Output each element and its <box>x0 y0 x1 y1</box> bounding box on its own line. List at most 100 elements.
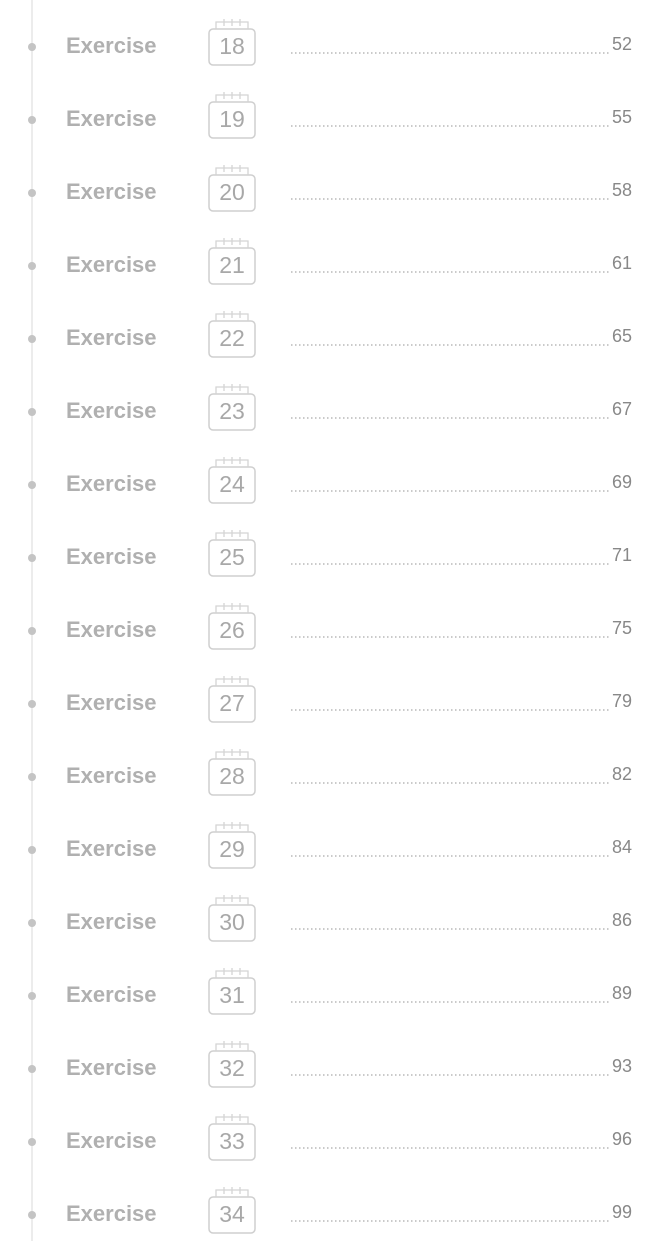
calendar-icon <box>208 831 256 869</box>
entry-number: 22 <box>219 325 245 351</box>
bullet <box>28 189 36 197</box>
toc-row: Exercise 19 55 <box>28 92 632 139</box>
bullet <box>28 846 36 854</box>
calendar-icon <box>208 1123 256 1161</box>
calendar-icon <box>208 539 256 577</box>
bullet <box>28 1211 36 1219</box>
calendar-tabs <box>215 165 249 175</box>
entry-number: 24 <box>219 471 245 497</box>
calendar-tabs <box>215 822 249 832</box>
calendar-tabs <box>215 1114 249 1124</box>
toc-row: Exercise 31 89 <box>28 968 632 1015</box>
page-number: 55 <box>612 107 632 127</box>
entry-label: Exercise <box>66 617 157 642</box>
page-number: 58 <box>612 180 632 200</box>
page-number: 84 <box>612 837 632 857</box>
entry-label: Exercise <box>66 1128 157 1153</box>
toc-row: Exercise 29 84 <box>28 822 632 869</box>
page-number: 89 <box>612 983 632 1003</box>
calendar-tabs <box>215 1041 249 1051</box>
calendar-icon <box>208 247 256 285</box>
bullet <box>28 43 36 51</box>
entry-number: 30 <box>219 909 245 935</box>
page-number: 75 <box>612 618 632 638</box>
page-number: 61 <box>612 253 632 273</box>
bullet <box>28 1065 36 1073</box>
toc-row: Exercise 26 75 <box>28 603 632 650</box>
page-number: 69 <box>612 472 632 492</box>
calendar-tabs <box>215 311 249 321</box>
toc-row: Exercise 22 65 <box>28 311 632 358</box>
page-number: 67 <box>612 399 632 419</box>
bullet <box>28 627 36 635</box>
calendar-icon <box>208 1196 256 1234</box>
calendar-tabs <box>215 1187 249 1197</box>
entry-number: 23 <box>219 398 245 424</box>
toc-row: Exercise 30 86 <box>28 895 632 942</box>
entry-label: Exercise <box>66 106 157 131</box>
toc-row: Exercise 20 58 <box>28 165 632 212</box>
calendar-icon <box>208 1050 256 1088</box>
page-number: 96 <box>612 1129 632 1149</box>
bullet <box>28 116 36 124</box>
calendar-icon <box>208 685 256 723</box>
toc-row: Exercise 21 61 <box>28 238 632 285</box>
bullet <box>28 700 36 708</box>
bullet <box>28 919 36 927</box>
entry-label: Exercise <box>66 325 157 350</box>
page-number: 93 <box>612 1056 632 1076</box>
calendar-tabs <box>215 530 249 540</box>
calendar-icon <box>208 174 256 212</box>
calendar-icon <box>208 758 256 796</box>
calendar-tabs <box>215 676 249 686</box>
entry-label: Exercise <box>66 763 157 788</box>
bullet <box>28 773 36 781</box>
entry-label: Exercise <box>66 471 157 496</box>
toc-row: Exercise 32 93 <box>28 1041 632 1088</box>
entry-label: Exercise <box>66 690 157 715</box>
bullet <box>28 408 36 416</box>
calendar-tabs <box>215 895 249 905</box>
calendar-tabs <box>215 238 249 248</box>
page-number: 99 <box>612 1202 632 1222</box>
entry-number: 26 <box>219 617 245 643</box>
entry-label: Exercise <box>66 836 157 861</box>
calendar-tabs <box>215 968 249 978</box>
calendar-tabs <box>215 603 249 613</box>
toc-row: Exercise 34 99 <box>28 1187 632 1234</box>
entry-label: Exercise <box>66 33 157 58</box>
entry-number: 18 <box>219 33 245 59</box>
toc-row: Exercise 23 67 <box>28 384 632 431</box>
entry-label: Exercise <box>66 1201 157 1226</box>
bullet <box>28 481 36 489</box>
calendar-icon <box>208 612 256 650</box>
entry-label: Exercise <box>66 1055 157 1080</box>
bullet <box>28 554 36 562</box>
calendar-icon <box>208 977 256 1015</box>
entry-number: 31 <box>219 982 245 1008</box>
bullet <box>28 262 36 270</box>
entry-number: 28 <box>219 763 245 789</box>
entry-number: 25 <box>219 544 245 570</box>
entry-number: 27 <box>219 690 245 716</box>
page-number: 52 <box>612 34 632 54</box>
calendar-icon <box>208 393 256 431</box>
page-number: 79 <box>612 691 632 711</box>
calendar-icon <box>208 320 256 358</box>
page-number: 86 <box>612 910 632 930</box>
entry-label: Exercise <box>66 398 157 423</box>
toc-row: Exercise 24 69 <box>28 457 632 504</box>
entry-number: 33 <box>219 1128 245 1154</box>
entry-number: 34 <box>219 1201 245 1227</box>
calendar-icon <box>208 466 256 504</box>
bullet <box>28 1138 36 1146</box>
bullet <box>28 992 36 1000</box>
entry-number: 21 <box>219 252 245 278</box>
calendar-tabs <box>215 749 249 759</box>
calendar-icon <box>208 904 256 942</box>
entry-number: 32 <box>219 1055 245 1081</box>
entry-label: Exercise <box>66 544 157 569</box>
entry-label: Exercise <box>66 909 157 934</box>
page-number: 82 <box>612 764 632 784</box>
